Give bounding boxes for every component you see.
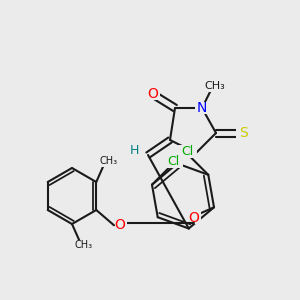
Text: Cl: Cl [181, 145, 194, 158]
Bar [195, 102, 209, 114]
Bar [163, 155, 183, 168]
Bar [187, 212, 201, 224]
Text: Cl: Cl [167, 155, 179, 168]
Text: N: N [197, 101, 207, 115]
Bar [113, 219, 127, 231]
Text: O: O [115, 218, 125, 232]
Bar [97, 155, 119, 167]
Text: O: O [148, 87, 158, 101]
Text: CH₃: CH₃ [99, 156, 117, 166]
Bar [202, 80, 224, 92]
Bar [127, 145, 141, 157]
Bar [146, 88, 160, 100]
Text: O: O [189, 211, 200, 225]
Text: S: S [238, 126, 247, 140]
Bar [236, 127, 250, 139]
Bar [177, 145, 197, 158]
Text: CH₃: CH₃ [205, 81, 225, 91]
Text: H: H [129, 145, 139, 158]
Bar [73, 239, 95, 250]
Text: CH₃: CH₃ [75, 240, 93, 250]
